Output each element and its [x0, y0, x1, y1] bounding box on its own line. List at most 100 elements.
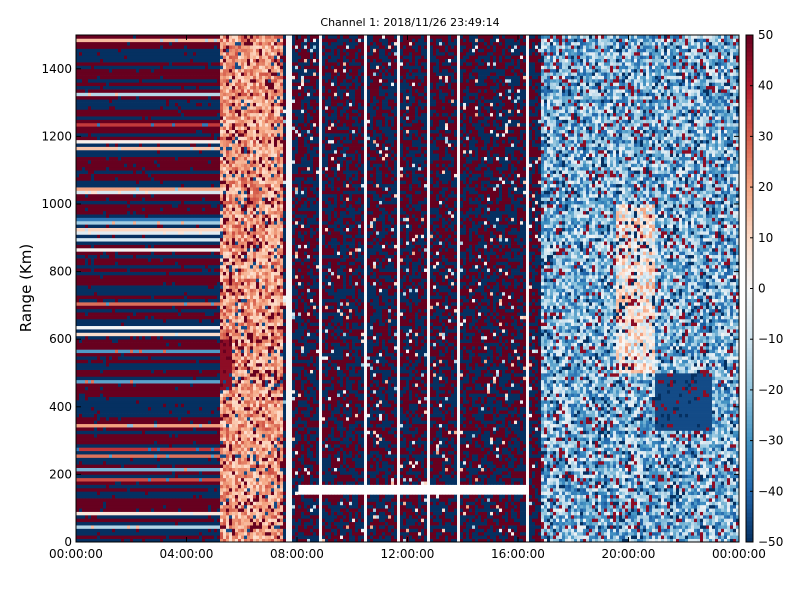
- heatmap-cell: [157, 309, 160, 313]
- heatmap-cell: [166, 221, 169, 225]
- heatmap-cell: [139, 387, 142, 391]
- heatmap-cell: [151, 231, 154, 235]
- heatmap-cell: [124, 295, 127, 299]
- heatmap-cell: [94, 501, 97, 505]
- heatmap-cell: [151, 99, 154, 103]
- heatmap-cell: [115, 468, 118, 472]
- heatmap-cell: [130, 518, 133, 522]
- heatmap-cell: [88, 190, 91, 194]
- heatmap-cell: [76, 174, 79, 178]
- heatmap-cell: [136, 55, 139, 59]
- heatmap-cell: [85, 407, 88, 411]
- heatmap-cell: [148, 150, 151, 154]
- heatmap-cell: [172, 45, 175, 49]
- heatmap-cell: [112, 518, 115, 522]
- heatmap-cell: [172, 113, 175, 117]
- heatmap-cell: [79, 231, 82, 235]
- heatmap-cell: [160, 228, 163, 232]
- heatmap-cell: [85, 133, 88, 137]
- heatmap-cell: [121, 187, 124, 191]
- heatmap-cell: [109, 420, 112, 424]
- heatmap-cell: [91, 201, 94, 205]
- heatmap-cell: [103, 177, 106, 181]
- heatmap-cell: [163, 177, 166, 181]
- heatmap-cell: [172, 319, 175, 323]
- heatmap-cell: [118, 180, 121, 184]
- heatmap-cell: [103, 471, 106, 475]
- heatmap-cell: [166, 35, 169, 39]
- heatmap-cell: [118, 282, 121, 286]
- heatmap-cell: [148, 245, 151, 249]
- heatmap-cell: [88, 42, 91, 46]
- heatmap-cell: [76, 346, 79, 350]
- heatmap-cell: [112, 451, 115, 455]
- heatmap-cell: [163, 528, 166, 532]
- heatmap-cell: [145, 52, 148, 56]
- heatmap-cell: [106, 160, 109, 164]
- heatmap-cell: [154, 376, 157, 380]
- heatmap-cell: [94, 160, 97, 164]
- heatmap-cell: [154, 309, 157, 313]
- heatmap-cell: [103, 397, 106, 401]
- heatmap-cell: [148, 302, 151, 306]
- heatmap-cell: [136, 434, 139, 438]
- heatmap-cell: [79, 532, 82, 536]
- heatmap-cell: [91, 403, 94, 407]
- heatmap-cell: [154, 464, 157, 468]
- heatmap-cell: [106, 190, 109, 194]
- heatmap-cell: [112, 268, 115, 272]
- heatmap-cell: [118, 278, 121, 282]
- heatmap-cell: [157, 528, 160, 532]
- heatmap-cell: [145, 512, 148, 516]
- heatmap-cell: [115, 370, 118, 374]
- heatmap-cell: [139, 109, 142, 113]
- heatmap-cell: [118, 505, 121, 509]
- heatmap-cell: [97, 38, 100, 42]
- heatmap-cell: [130, 265, 133, 269]
- heatmap-cell: [76, 116, 79, 120]
- heatmap-cell: [151, 505, 154, 509]
- heatmap-cell: [94, 305, 97, 309]
- heatmap-cell: [115, 366, 118, 370]
- heatmap-cell: [100, 312, 103, 316]
- heatmap-cell: [151, 474, 154, 478]
- heatmap-cell: [85, 218, 88, 222]
- heatmap-cell: [124, 218, 127, 222]
- heatmap-cell: [148, 160, 151, 164]
- heatmap-cell: [91, 79, 94, 83]
- heatmap-cell: [136, 82, 139, 86]
- heatmap-cell: [112, 72, 115, 76]
- heatmap-cell: [103, 204, 106, 208]
- heatmap-cell: [82, 96, 85, 100]
- heatmap-cell: [121, 45, 124, 49]
- heatmap-cell: [106, 353, 109, 357]
- heatmap-cell: [85, 441, 88, 445]
- heatmap-cell: [160, 96, 163, 100]
- heatmap-cell: [121, 258, 124, 262]
- heatmap-cell: [88, 403, 91, 407]
- heatmap-cell: [148, 322, 151, 326]
- heatmap-cell: [148, 123, 151, 127]
- heatmap-cell: [142, 366, 145, 370]
- heatmap-cell: [130, 309, 133, 313]
- heatmap-cell: [139, 285, 142, 289]
- heatmap-cell: [91, 238, 94, 242]
- heatmap-cell: [109, 397, 112, 401]
- heatmap-cell: [97, 326, 100, 330]
- heatmap-cell: [151, 468, 154, 472]
- heatmap-cell: [169, 302, 172, 306]
- heatmap-cell: [157, 52, 160, 56]
- heatmap-cell: [91, 387, 94, 391]
- heatmap-cell: [127, 245, 130, 249]
- heatmap-cell: [118, 241, 121, 245]
- heatmap-cell: [157, 512, 160, 516]
- heatmap-cell: [121, 140, 124, 144]
- heatmap-cell: [139, 464, 142, 468]
- heatmap-cell: [106, 441, 109, 445]
- heatmap-cell: [145, 103, 148, 107]
- heatmap-cell: [151, 126, 154, 130]
- heatmap-cell: [103, 190, 106, 194]
- heatmap-cell: [88, 329, 91, 333]
- heatmap-cell: [97, 387, 100, 391]
- heatmap-cell: [121, 407, 124, 411]
